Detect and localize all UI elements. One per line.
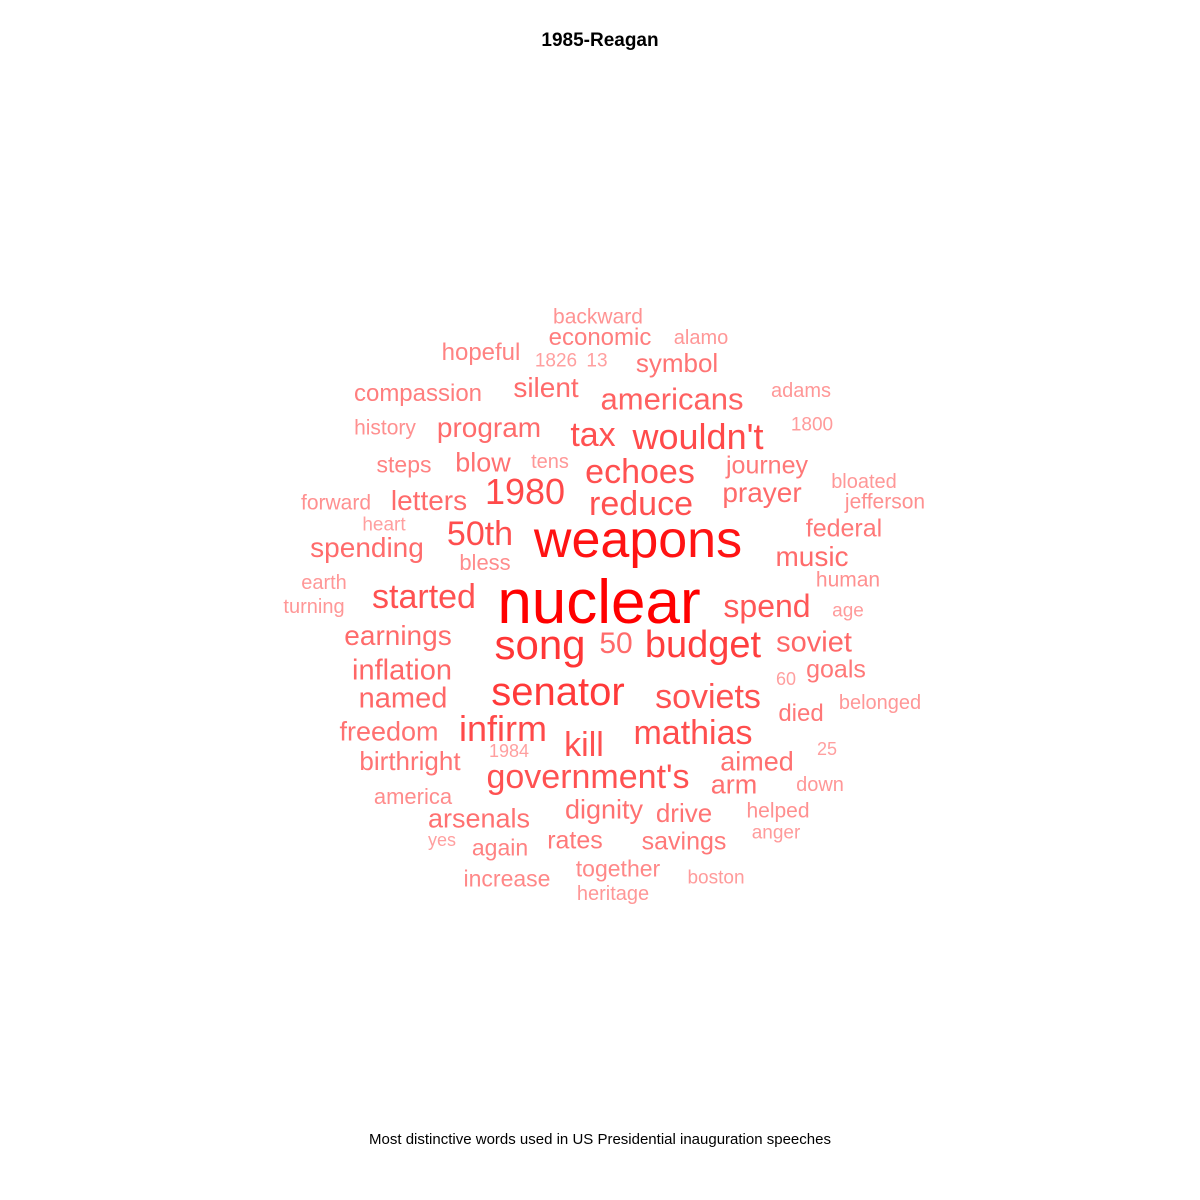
cloud-word: dignity	[564, 794, 644, 825]
cloud-word: program	[436, 412, 542, 443]
cloud-word: spend	[723, 588, 811, 624]
cloud-word: forward	[300, 491, 372, 515]
cloud-word: steps	[376, 451, 432, 478]
cloud-word: died	[778, 700, 824, 727]
cloud-word: bless	[459, 550, 511, 575]
cloud-word: started	[372, 578, 476, 616]
cloud-word: government's	[486, 758, 690, 796]
cloud-word: americans	[600, 381, 744, 417]
cloud-word: nuclear	[497, 568, 701, 637]
cloud-word: savings	[641, 827, 727, 856]
cloud-word: named	[358, 682, 448, 715]
cloud-word: 25	[816, 739, 838, 759]
cloud-word: soviets	[655, 678, 761, 716]
cloud-word: spending	[310, 532, 424, 563]
cloud-word: helped	[746, 799, 810, 823]
cloud-word: tens	[531, 451, 569, 473]
cloud-word: arsenals	[427, 803, 531, 834]
cloud-word: goals	[806, 655, 866, 684]
cloud-word: bloated	[831, 471, 897, 493]
cloud-word: letters	[390, 485, 468, 516]
chart-caption: Most distinctive words used in US Presid…	[369, 1131, 831, 1148]
cloud-word: budget	[644, 624, 762, 666]
cloud-word: symbol	[635, 348, 719, 378]
cloud-word: yes	[427, 830, 457, 850]
cloud-word: 1980	[484, 471, 566, 512]
cloud-word: song	[494, 621, 586, 668]
cloud-word: inflation	[352, 654, 452, 687]
cloud-word: aimed	[720, 746, 794, 777]
cloud-word: human	[815, 568, 881, 592]
cloud-word: america	[373, 784, 453, 809]
cloud-word: heritage	[576, 883, 650, 905]
cloud-word: again	[471, 834, 529, 861]
cloud-word: music	[775, 541, 849, 572]
cloud-word: earnings	[344, 620, 452, 651]
cloud-word: drive	[655, 798, 713, 828]
cloud-word: wouldn't	[632, 416, 764, 457]
cloud-word: blow	[455, 447, 511, 478]
cloud-word: reduce	[589, 485, 693, 523]
cloud-word: tax	[570, 416, 616, 454]
cloud-word: earth	[301, 572, 347, 594]
cloud-word: infirm	[459, 708, 547, 749]
cloud-word: 50	[599, 627, 633, 660]
cloud-word: anger	[751, 822, 801, 844]
cloud-word: echoes	[585, 453, 695, 491]
cloud-word: increase	[463, 865, 551, 892]
cloud-word: 1800	[790, 414, 834, 436]
cloud-word: alamo	[673, 327, 729, 349]
cloud-word: compassion	[353, 380, 483, 407]
cloud-word: jefferson	[844, 490, 926, 514]
cloud-word: heart	[362, 514, 406, 536]
cloud-word: 1984	[488, 741, 530, 761]
cloud-word: belonged	[838, 692, 922, 714]
cloud-word: soviet	[776, 626, 852, 659]
cloud-word: economic	[548, 324, 652, 351]
cloud-word: arm	[710, 769, 758, 800]
cloud-word: 13	[586, 350, 608, 372]
cloud-word: age	[832, 600, 864, 622]
chart-title: 1985-Reagan	[541, 30, 659, 51]
cloud-word: backward	[553, 305, 643, 329]
cloud-word: together	[575, 855, 661, 882]
cloud-word: birthright	[359, 746, 461, 776]
cloud-word: rates	[547, 826, 603, 855]
cloud-word: senator	[491, 670, 625, 714]
cloud-word: 60	[775, 669, 797, 689]
cloud-word: prayer	[722, 477, 802, 508]
cloud-word: adams	[770, 380, 832, 402]
cloud-word: 50th	[446, 515, 514, 553]
cloud-word: turning	[283, 596, 345, 618]
cloud-word: journey	[726, 451, 808, 480]
cloud-word: 1826	[534, 350, 578, 372]
cloud-word: silent	[513, 372, 579, 403]
cloud-word: federal	[805, 514, 883, 543]
cloud-word: boston	[687, 867, 745, 889]
cloud-word: kill	[564, 726, 604, 764]
cloud-word: history	[354, 416, 416, 440]
cloud-word: freedom	[339, 716, 439, 747]
cloud-word: weapons	[533, 511, 743, 569]
cloud-word: down	[796, 774, 844, 796]
cloud-word: mathias	[633, 714, 753, 752]
cloud-word: hopeful	[441, 339, 521, 366]
